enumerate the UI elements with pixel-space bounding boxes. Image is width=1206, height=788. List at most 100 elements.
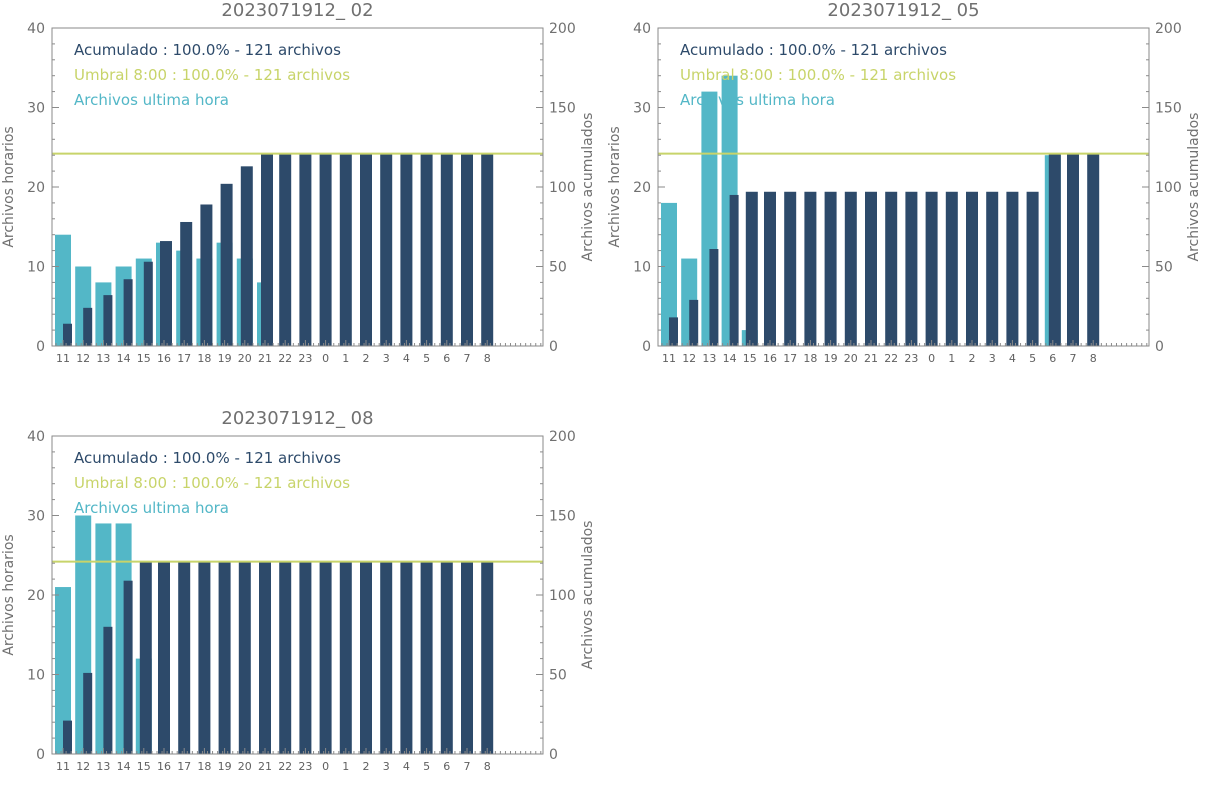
- legend-hourly: Archivos ultima hora: [74, 499, 229, 517]
- x-tick-label: 18: [803, 352, 817, 365]
- cumulative-bar: [259, 561, 271, 754]
- cumulative-bar: [986, 191, 999, 346]
- x-tick-label: 7: [464, 352, 471, 365]
- cumulative-bar: [440, 561, 453, 754]
- x-tick-label: 17: [177, 352, 191, 365]
- cumulative-bar: [198, 561, 211, 754]
- cumulative-bar: [729, 194, 739, 346]
- y-left-tick-label: 10: [633, 260, 651, 276]
- y-right-axis-label: Archivos acumulados: [580, 113, 596, 262]
- x-tick-label: 19: [218, 760, 232, 773]
- cumulative-bar: [158, 561, 170, 754]
- cumulative-bar: [865, 191, 877, 346]
- cumulative-bar: [689, 299, 699, 346]
- x-tick-label: 3: [383, 760, 390, 773]
- cumulative-bar: [885, 191, 898, 346]
- cumulative-bar: [400, 561, 413, 754]
- x-tick-label: 1: [342, 760, 349, 773]
- y-left-tick-label: 0: [36, 747, 45, 763]
- x-tick-label: 6: [1049, 352, 1056, 365]
- cumulative-bar: [905, 191, 918, 346]
- x-tick-label: 16: [157, 352, 171, 365]
- x-tick-label: 15: [137, 760, 151, 773]
- cumulative-bar: [481, 153, 494, 346]
- y-right-tick-label: 0: [549, 339, 558, 355]
- chart-title: 2023071912_ 05: [827, 0, 979, 21]
- x-tick-label: 15: [743, 352, 757, 365]
- cumulative-bar: [160, 241, 172, 346]
- cumulative-bar: [1026, 191, 1039, 346]
- legend-hourly: Archivos ultima hora: [74, 91, 229, 109]
- x-tick-label: 13: [702, 352, 716, 365]
- cumulative-bar: [279, 153, 292, 346]
- cumulative-bar: [804, 191, 817, 346]
- y-right-axis-label: Archivos acumulados: [580, 521, 596, 670]
- x-tick-label: 22: [278, 760, 292, 773]
- x-tick-label: 12: [76, 352, 90, 365]
- cumulative-bar: [461, 153, 473, 346]
- cumulative-bar: [123, 279, 133, 346]
- chart-title: 2023071912_ 02: [221, 0, 373, 21]
- hourly-bar: [55, 587, 71, 754]
- cumulative-bar: [764, 191, 776, 346]
- x-tick-label: 22: [278, 352, 292, 365]
- x-tick-label: 18: [197, 352, 211, 365]
- x-tick-label: 0: [322, 352, 329, 365]
- chart-panel-3: 2023071912_ 08 0 10 20 30 40 0 50 100 150 200 11 12 1…: [0, 408, 600, 788]
- x-tick-label: 23: [298, 352, 312, 365]
- y-right-tick-label: 150: [1155, 101, 1182, 117]
- cumulative-bar: [220, 183, 233, 346]
- x-tick-label: 3: [383, 352, 390, 365]
- x-tick-label: 8: [484, 760, 491, 773]
- cumulative-bar: [925, 191, 938, 346]
- x-tick-label: 13: [96, 760, 110, 773]
- cumulative-bar: [83, 307, 93, 346]
- y-left-tick-label: 30: [27, 509, 45, 525]
- cumulative-bar: [360, 153, 372, 346]
- x-tick-label: 4: [403, 352, 410, 365]
- x-tick-label: 8: [484, 352, 491, 365]
- y-right-axis-label: Archivos acumulados: [1186, 113, 1202, 262]
- y-left-tick-label: 40: [27, 429, 45, 445]
- y-right-tick-label: 50: [549, 260, 567, 276]
- x-tick-label: 19: [218, 352, 232, 365]
- x-tick-label: 12: [76, 760, 90, 773]
- legend-cumulative: Acumulado : 100.0% - 121 archivos: [74, 41, 341, 59]
- x-tick-label: 5: [1029, 352, 1036, 365]
- x-tick-label: 0: [322, 760, 329, 773]
- x-tick-label: 17: [177, 760, 191, 773]
- y-right-tick-label: 200: [549, 21, 576, 37]
- x-tick-label: 7: [464, 760, 471, 773]
- x-tick-label: 1: [342, 352, 349, 365]
- x-tick-label: 17: [783, 352, 797, 365]
- y-left-tick-label: 40: [633, 21, 651, 37]
- y-right-tick-label: 100: [1155, 180, 1182, 196]
- cumulative-bar: [103, 626, 113, 754]
- cumulative-bar: [380, 561, 393, 754]
- cumulative-bar: [360, 561, 372, 754]
- cumulative-bar: [319, 561, 332, 754]
- x-tick-label: 14: [117, 760, 131, 773]
- cumulative-bar: [1067, 153, 1079, 346]
- y-left-tick-label: 0: [642, 339, 651, 355]
- x-tick-label: 22: [884, 352, 898, 365]
- y-right-tick-label: 100: [549, 588, 576, 604]
- y-left-tick-label: 30: [633, 101, 651, 117]
- x-tick-label: 16: [157, 760, 171, 773]
- cumulative-bar: [319, 153, 332, 346]
- y-left-tick-label: 10: [27, 260, 45, 276]
- cumulative-bar: [238, 561, 251, 754]
- x-tick-label: 2: [363, 352, 370, 365]
- x-tick-label: 21: [258, 760, 272, 773]
- cumulative-bar: [200, 204, 213, 346]
- cumulative-bar: [180, 221, 193, 346]
- legend-cumulative: Acumulado : 100.0% - 121 archivos: [680, 41, 947, 59]
- x-tick-label: 2: [363, 760, 370, 773]
- y-right-tick-label: 0: [549, 747, 558, 763]
- x-tick-label: 21: [864, 352, 878, 365]
- legend-hourly: Archivos ultima hora: [680, 91, 835, 109]
- x-tick-label: 5: [423, 352, 430, 365]
- chart-panel-2: 2023071912_ 05 0 10 20 30 40 0 50 100 150 200 11 12 1…: [606, 0, 1206, 380]
